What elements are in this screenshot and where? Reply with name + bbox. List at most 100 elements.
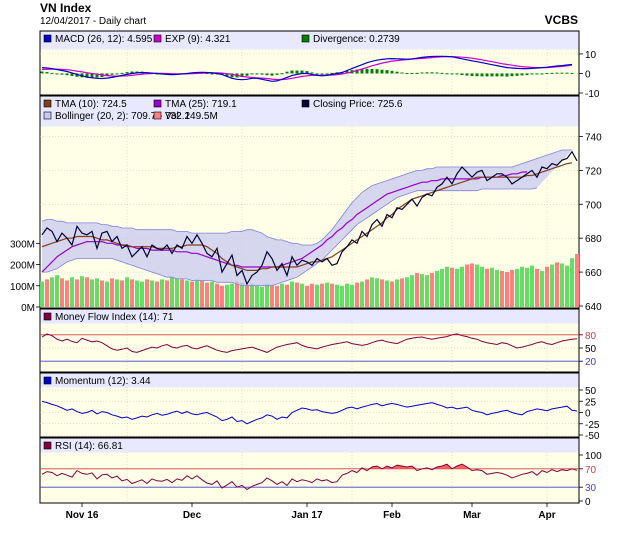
mfi-panel-y-tick: 50 bbox=[585, 344, 597, 355]
price-panel-legend-label: TMA (10): 724.5 bbox=[55, 99, 127, 110]
volume-bar bbox=[385, 280, 389, 307]
momentum-panel-legend-bg bbox=[40, 373, 579, 388]
divergence-bar bbox=[335, 72, 339, 74]
volume-bar bbox=[320, 283, 324, 307]
x-axis-label: Mar bbox=[463, 510, 481, 521]
volume-bar bbox=[325, 282, 329, 307]
volume-bar bbox=[200, 280, 204, 307]
volume-bar bbox=[165, 280, 169, 307]
divergence-bar bbox=[265, 73, 269, 76]
divergence-bar bbox=[90, 73, 94, 78]
divergence-bar bbox=[210, 73, 214, 75]
volume-bar bbox=[435, 270, 439, 307]
volume-bar bbox=[360, 281, 364, 307]
mfi-panel-legend-bg bbox=[40, 309, 579, 324]
divergence-bar bbox=[565, 72, 569, 74]
divergence-bar bbox=[110, 73, 114, 75]
volume-bar bbox=[130, 279, 134, 307]
volume-bar bbox=[390, 281, 394, 307]
volume-bar bbox=[375, 278, 379, 307]
chart-source: VCBS bbox=[545, 13, 578, 27]
divergence-bar bbox=[550, 72, 554, 74]
volume-y-tick: 200M bbox=[10, 261, 35, 272]
volume-bar bbox=[180, 279, 184, 307]
macd-panel-legend-swatch bbox=[153, 34, 162, 43]
price-panel-legend-swatch bbox=[43, 99, 52, 108]
momentum-panel-y-tick: -25 bbox=[585, 420, 600, 431]
volume-bar bbox=[305, 285, 309, 307]
volume-bar bbox=[370, 277, 374, 307]
volume-bar bbox=[530, 265, 534, 307]
divergence-bar bbox=[370, 68, 374, 74]
volume-bar bbox=[395, 279, 399, 307]
volume-bar bbox=[205, 282, 209, 307]
x-axis-label: Feb bbox=[383, 510, 401, 521]
volume-bar bbox=[575, 254, 579, 307]
divergence-bar bbox=[205, 73, 209, 75]
rsi-panel-y-tick: 0 bbox=[585, 497, 591, 508]
macd-line bbox=[41, 55, 573, 82]
divergence-bar bbox=[65, 73, 69, 76]
volume-bar bbox=[535, 268, 539, 307]
divergence-bar bbox=[75, 73, 79, 77]
momentum-panel-y-tick: -50 bbox=[585, 431, 600, 442]
price-panel: TMA (10): 724.5 TMA (25): 719.1 Closing Pr… bbox=[10, 95, 602, 314]
mfi-panel-legend-swatch bbox=[43, 312, 52, 321]
price-panel-legend-swatch bbox=[301, 99, 310, 108]
volume-bar bbox=[195, 279, 199, 307]
macd-panel-legend-label: EXP (9): 4.321 bbox=[165, 34, 231, 45]
divergence-bar bbox=[125, 72, 129, 74]
divergence-bar bbox=[45, 72, 49, 74]
volume-bar bbox=[210, 281, 214, 307]
divergence-bar bbox=[455, 73, 459, 75]
volume-bar bbox=[60, 278, 64, 307]
volume-bar bbox=[265, 283, 269, 307]
tma10-line bbox=[41, 162, 573, 271]
close-line bbox=[41, 150, 578, 286]
divergence-bar bbox=[515, 73, 519, 76]
price-panel-frame bbox=[39, 95, 580, 309]
price-y-tick: 740 bbox=[585, 132, 602, 143]
volume-bar bbox=[495, 269, 499, 307]
volume-bar bbox=[45, 279, 49, 307]
divergence-bar bbox=[70, 73, 74, 76]
volume-bar bbox=[410, 275, 414, 307]
volume-bar bbox=[315, 284, 319, 307]
volume-bar bbox=[145, 279, 149, 307]
volume-bar bbox=[260, 286, 264, 307]
x-axis: Nov 16 Dec Jan 17 Feb Mar Apr bbox=[66, 503, 556, 521]
divergence-bar bbox=[225, 73, 229, 77]
divergence-bar bbox=[520, 73, 524, 76]
volume-bar bbox=[500, 270, 504, 307]
volume-bar bbox=[460, 266, 464, 307]
divergence-bar bbox=[250, 73, 254, 75]
volume-bar bbox=[340, 285, 344, 307]
rsi-panel-line bbox=[41, 463, 578, 491]
volume-bar bbox=[490, 267, 494, 307]
divergence-bar bbox=[395, 71, 399, 74]
volume-bar bbox=[270, 284, 274, 307]
price-panel-legend-label: Bollinger (20, 2): 709.7 - 732.1 bbox=[55, 111, 191, 122]
divergence-bar bbox=[425, 72, 429, 74]
rsi-panel-y-tick: 30 bbox=[585, 483, 597, 494]
volume-bar bbox=[415, 273, 419, 307]
divergence-bar bbox=[85, 73, 89, 78]
volume-bar bbox=[520, 266, 524, 307]
rsi-panel-overbought-fill bbox=[442, 464, 447, 469]
volume-bar bbox=[450, 267, 454, 307]
macd-panel-legend-bg bbox=[40, 31, 579, 50]
divergence-bar bbox=[120, 72, 124, 74]
volume-bar bbox=[55, 275, 59, 307]
volume-bar bbox=[355, 282, 359, 307]
rsi-panel-overbought-fill bbox=[457, 464, 462, 469]
divergence-bar bbox=[390, 70, 394, 74]
divergence-bar bbox=[485, 73, 489, 77]
chart-subtitle: 12/04/2017 - Daily chart bbox=[40, 16, 146, 27]
volume-bar bbox=[185, 280, 189, 307]
volume-bar bbox=[470, 263, 474, 307]
divergence-bar bbox=[420, 72, 424, 74]
volume-bar bbox=[550, 264, 554, 307]
price-y-tick: 680 bbox=[585, 234, 602, 245]
divergence-bar bbox=[530, 73, 534, 75]
